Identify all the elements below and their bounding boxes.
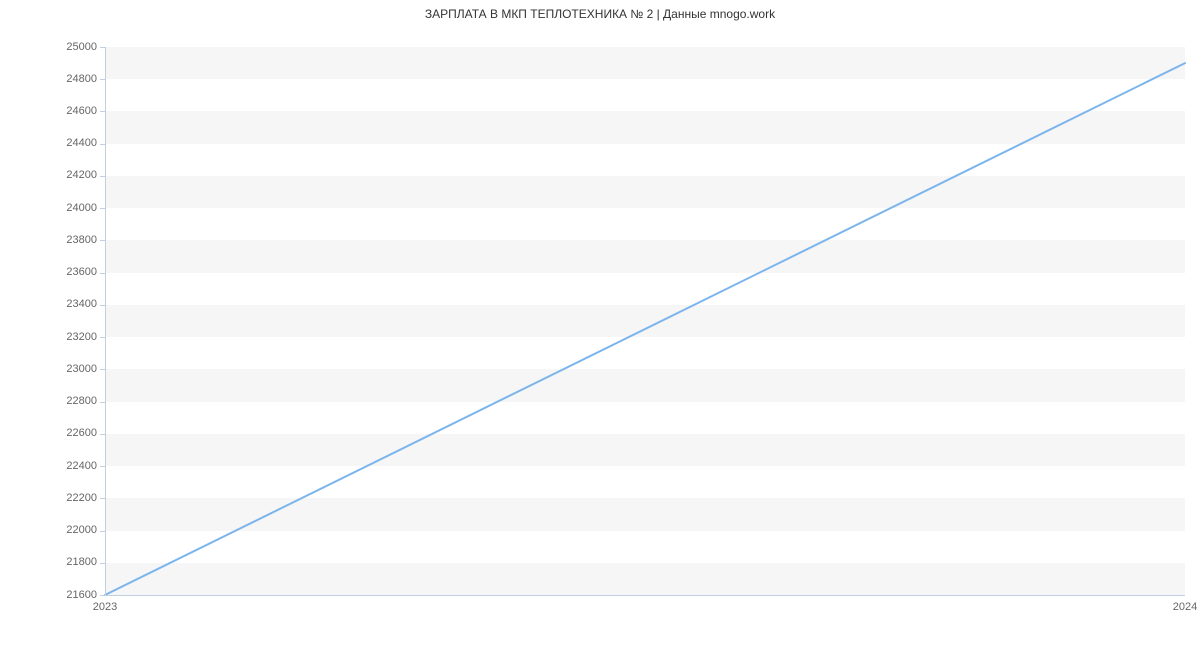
y-tick-label: 21800 — [37, 556, 97, 568]
y-tick-label: 21600 — [37, 589, 97, 601]
y-tick-label: 22000 — [37, 524, 97, 536]
y-tick-label: 22800 — [37, 395, 97, 407]
y-tick-label: 24600 — [37, 105, 97, 117]
y-tick-label: 24800 — [37, 73, 97, 85]
y-tick-label: 22400 — [37, 460, 97, 472]
y-tick-label: 24200 — [37, 169, 97, 181]
y-tick-label: 23800 — [37, 234, 97, 246]
x-tick-label: 2023 — [75, 601, 135, 613]
x-tick-label: 2024 — [1155, 601, 1200, 613]
series-line — [105, 63, 1185, 595]
plot-area — [105, 47, 1185, 595]
y-tick-label: 22600 — [37, 427, 97, 439]
y-tick-label: 25000 — [37, 41, 97, 53]
chart-container: ЗАРПЛАТА В МКП ТЕПЛОТЕХНИКА № 2 | Данные… — [0, 0, 1200, 650]
y-tick-label: 23000 — [37, 363, 97, 375]
y-tick-label: 23200 — [37, 331, 97, 343]
x-axis-line — [105, 595, 1185, 596]
y-tick-label: 23600 — [37, 266, 97, 278]
y-tick-label: 22200 — [37, 492, 97, 504]
chart-title: ЗАРПЛАТА В МКП ТЕПЛОТЕХНИКА № 2 | Данные… — [0, 7, 1200, 21]
y-tick-label: 23400 — [37, 298, 97, 310]
y-tick-label: 24400 — [37, 137, 97, 149]
y-axis-line — [105, 47, 106, 595]
series-line-layer — [105, 47, 1185, 595]
y-tick-label: 24000 — [37, 202, 97, 214]
